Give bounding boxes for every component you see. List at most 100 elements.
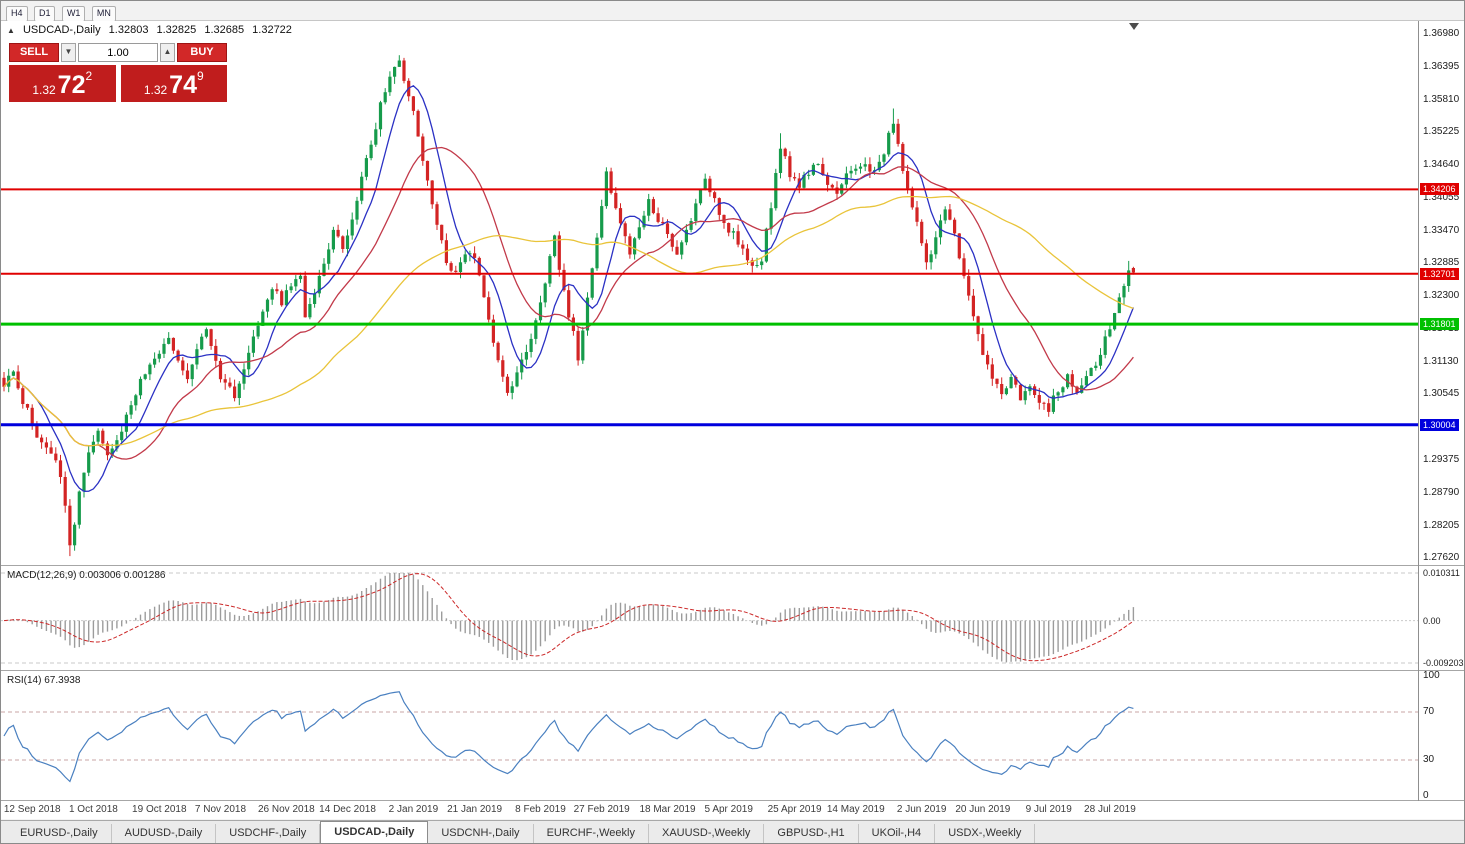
rsi-axis: 100 70 30 0 (1420, 670, 1464, 801)
sell-button[interactable]: SELL (9, 43, 59, 62)
date-axis-label: 2 Jun 2019 (896, 804, 947, 815)
price-tick-label: 1.33470 (1423, 224, 1460, 236)
chart-tab-gbpusd-h1[interactable]: GBPUSD-,H1 (764, 824, 859, 843)
one-click-collapse-icon[interactable]: ▲ (7, 26, 15, 35)
volume-increase-icon[interactable]: ▲ (160, 43, 175, 62)
timeframe-button-h4[interactable]: H4 (6, 6, 28, 22)
ma-lines (3, 85, 1135, 492)
date-axis-label: 12 Sep 2018 (3, 804, 61, 815)
chart-tab-xauusd-weekly[interactable]: XAUUSD-,Weekly (649, 824, 765, 843)
price-tick-label: 1.32885 (1423, 257, 1460, 269)
ohlc-close-value: 1.32722 (252, 24, 292, 36)
date-axis-label: 14 Dec 2018 (319, 804, 376, 815)
rsi-tick-label: 70 (1423, 706, 1435, 717)
date-axis-label: 1 Oct 2018 (68, 804, 118, 815)
macd-tick-label: -0.009203 (1423, 658, 1464, 668)
rsi-tick-label: 0 (1423, 790, 1429, 801)
level-price-label: 1.31801 (1420, 318, 1459, 331)
chart-tab-ukoil-h4[interactable]: UKOil-,H4 (859, 824, 936, 843)
macd-tick-label: 0.00 (1423, 615, 1441, 626)
buy-price-prefix: 1.32 (143, 83, 168, 97)
volume-input[interactable] (78, 43, 158, 62)
candles (2, 55, 1135, 557)
macd-axis: 0.010311 0.00 -0.009203 (1420, 567, 1464, 669)
sell-price-pips: 72 (57, 71, 86, 99)
macd-indicator-label: MACD(12,26,9) 0.003006 0.001286 (7, 570, 166, 581)
date-axis-label: 18 Mar 2019 (639, 804, 696, 815)
rsi-line (3, 691, 1134, 783)
ohlc-low-value: 1.32685 (204, 24, 245, 36)
date-axis-label: 21 Jan 2019 (447, 804, 503, 815)
date-axis-label: 7 Nov 2018 (194, 804, 247, 815)
buy-price-pips: 74 (169, 71, 197, 99)
buy-price-display[interactable]: 1.32 74 9 (120, 65, 227, 102)
chart-tab-eurusd-daily[interactable]: EURUSD-,Daily (7, 824, 112, 843)
price-tick-label: 1.32300 (1423, 290, 1460, 302)
chart-tab-usdcnh-daily[interactable]: USDCNH-,Daily (428, 824, 534, 843)
macd-histogram (7, 573, 1135, 663)
date-axis-separator (1, 800, 1464, 801)
price-tick-label: 1.36980 (1423, 28, 1460, 39)
date-axis-label: 8 Feb 2019 (515, 804, 566, 815)
rsi-tick-label: 30 (1423, 754, 1435, 765)
level-price-label: 1.30004 (1420, 418, 1459, 431)
price-tick-label: 1.35225 (1423, 126, 1460, 138)
price-axis-separator (1418, 21, 1419, 801)
price-tick-label: 1.36395 (1423, 60, 1460, 72)
macd-indicator-plot[interactable] (1, 567, 1418, 669)
price-tick-label: 1.35810 (1423, 93, 1460, 105)
date-axis-label: 27 Feb 2019 (573, 804, 630, 815)
macd-signal-line (3, 573, 1134, 662)
rsi-panel-splitter[interactable] (1, 670, 1464, 671)
timeframe-button-w1[interactable]: W1 (61, 6, 86, 22)
date-axis-label: 14 May 2019 (826, 804, 885, 815)
date-axis-label: 26 Nov 2018 (258, 804, 315, 815)
one-click-trading-panel: SELL ▼ ▲ BUY 1.32 72 2 1.32 74 9 (9, 43, 227, 102)
chart-tab-usdchf-daily[interactable]: USDCHF-,Daily (216, 824, 321, 843)
macd-tick-label: 0.010311 (1423, 568, 1460, 578)
level-price-label: 1.34206 (1420, 183, 1459, 196)
rsi-indicator-plot[interactable] (1, 672, 1418, 800)
rsi-tick-label: 100 (1423, 670, 1440, 681)
date-axis-label: 28 Jul 2019 (1084, 804, 1136, 815)
sell-price-prefix: 1.32 (32, 83, 56, 97)
price-tick-label: 1.34640 (1423, 159, 1460, 171)
macd-panel-splitter[interactable] (1, 565, 1464, 566)
trade-controls-row: SELL ▼ ▲ BUY (9, 43, 227, 62)
price-tick-label: 1.28790 (1423, 486, 1460, 498)
price-chart-plot[interactable] (1, 21, 1418, 564)
date-axis-label: 20 Jun 2019 (955, 804, 1011, 815)
date-axis-label: 19 Oct 2018 (132, 804, 187, 815)
chart-shift-marker-icon[interactable] (1129, 23, 1139, 30)
rsi-levels (1, 711, 1418, 761)
timeframe-button-mn[interactable]: MN (91, 6, 116, 22)
level-price-label: 1.32701 (1420, 267, 1459, 280)
price-tick-label: 1.28205 (1423, 519, 1460, 531)
buy-price-point: 9 (196, 69, 204, 83)
price-tick-label: 1.30545 (1423, 388, 1460, 400)
buy-button[interactable]: BUY (177, 43, 227, 62)
chart-tab-audusd-daily[interactable]: AUDUSD-,Daily (112, 824, 217, 843)
price-tick-label: 1.34055 (1423, 191, 1460, 203)
chart-ohlc-header: ▲ USDCAD-,Daily 1.32803 1.32825 1.32685 … (7, 24, 297, 36)
trade-prices-row: 1.32 72 2 1.32 74 9 (9, 65, 227, 102)
ohlc-open-value: 1.32803 (108, 24, 149, 36)
price-axis[interactable]: 1.36980 1.36395 1.35810 1.35225 1.34640 1.340… (1420, 21, 1464, 564)
volume-decrease-icon[interactable]: ▼ (61, 43, 76, 62)
date-axis[interactable]: 12 Sep 2018 1 Oct 2018 19 Oct 2018 7 Nov 20… (1, 801, 1418, 819)
rsi-indicator-label: RSI(14) 67.3938 (7, 675, 81, 686)
level-lines (1, 188, 1418, 427)
timeframe-button-d1[interactable]: D1 (33, 6, 56, 22)
ohlc-high-value: 1.32825 (156, 24, 197, 36)
chart-tab-usdcad-daily[interactable]: USDCAD-,Daily (320, 821, 429, 843)
sell-price-point: 2 (85, 69, 93, 83)
date-axis-label: 2 Jan 2019 (388, 804, 439, 815)
date-axis-label: 25 Apr 2019 (767, 804, 822, 815)
chart-tab-usdx-weekly[interactable]: USDX-,Weekly (935, 824, 1036, 843)
chart-tab-eurchf-weekly[interactable]: EURCHF-,Weekly (534, 824, 649, 843)
sell-price-display[interactable]: 1.32 72 2 (9, 65, 116, 102)
price-tick-label: 1.31130 (1423, 355, 1459, 367)
chart-tab-bar: EURUSD-,Daily AUDUSD-,Daily USDCHF-,Daily U… (1, 820, 1464, 843)
date-axis-label: 9 Jul 2019 (1025, 804, 1072, 815)
